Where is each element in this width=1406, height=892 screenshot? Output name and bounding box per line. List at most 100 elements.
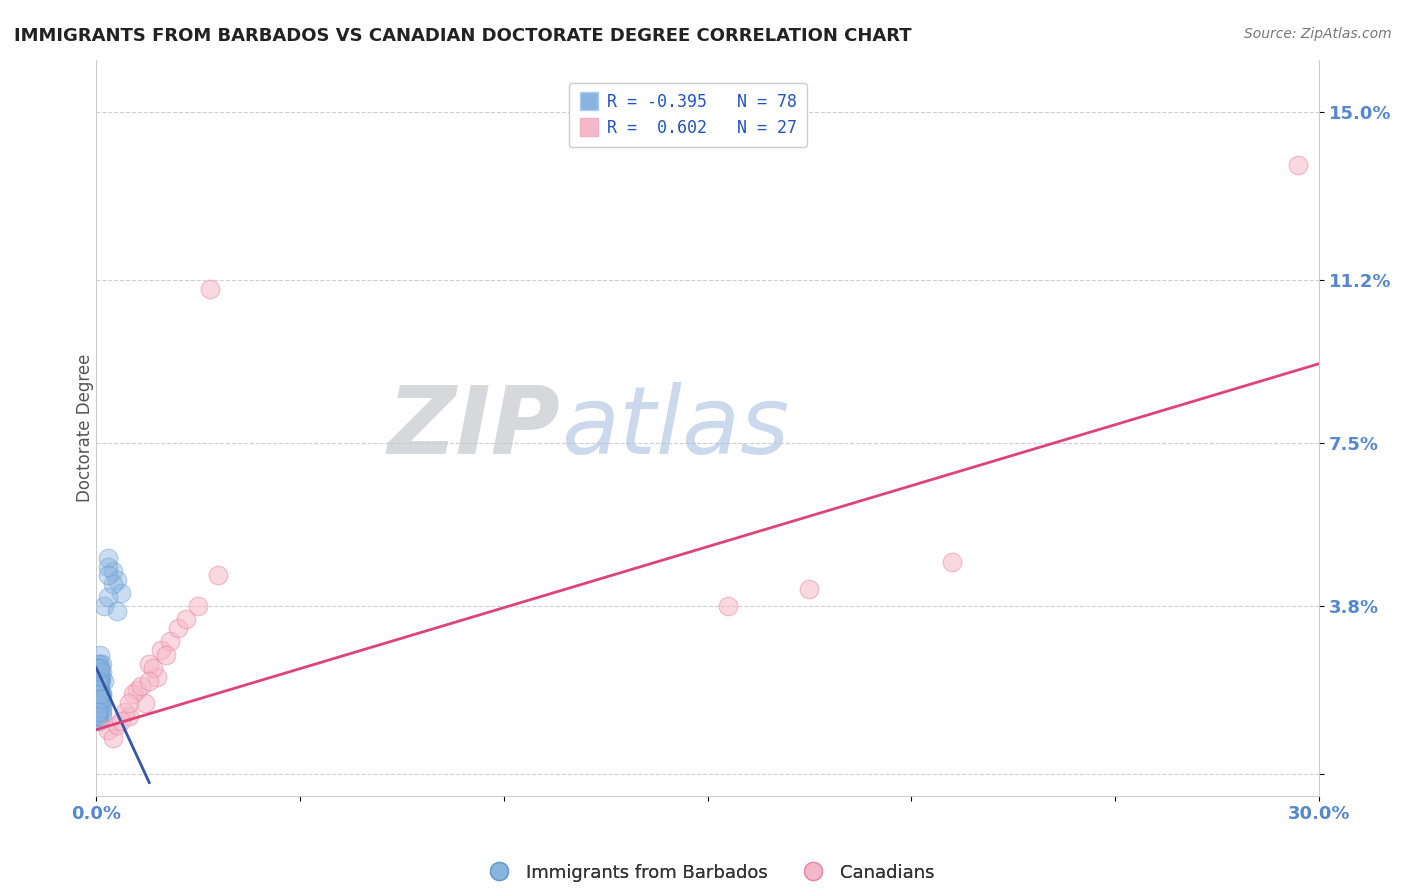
Point [89, 696, 111, 710]
Point [89, 674, 111, 689]
Point [118, 709, 141, 723]
Point [90, 674, 112, 689]
Point [84, 674, 107, 689]
Y-axis label: Doctorate Degree: Doctorate Degree [76, 353, 94, 502]
Point [101, 577, 124, 591]
Point [138, 674, 160, 689]
Point [91, 691, 114, 706]
Point [110, 714, 132, 728]
Point [84, 665, 107, 680]
Point [87, 679, 110, 693]
Point [84, 674, 107, 689]
Point [159, 634, 181, 648]
Point [91, 709, 114, 723]
Point [799, 582, 821, 596]
Point [105, 573, 128, 587]
Point [87, 696, 110, 710]
Text: atlas: atlas [561, 382, 789, 473]
Point [91, 705, 114, 719]
Point [118, 696, 141, 710]
Point [89, 661, 111, 675]
Point [87, 674, 110, 689]
Point [166, 621, 188, 635]
Point [941, 555, 963, 569]
Point [89, 714, 111, 728]
Point [84, 696, 107, 710]
Point [89, 691, 111, 706]
Point [87, 661, 110, 675]
Point [91, 687, 114, 701]
Point [89, 700, 111, 714]
Point [122, 687, 145, 701]
Point [91, 696, 114, 710]
Point [90, 670, 112, 684]
Point [87, 670, 110, 684]
Point [87, 679, 110, 693]
Legend: Immigrants from Barbados, Canadians: Immigrants from Barbados, Canadians [474, 856, 942, 888]
Point [87, 687, 110, 701]
Point [155, 648, 177, 662]
Point [87, 674, 110, 689]
Point [87, 683, 110, 698]
Point [89, 674, 111, 689]
Point [125, 683, 148, 698]
Point [87, 687, 110, 701]
Point [89, 687, 111, 701]
Point [87, 696, 110, 710]
Point [129, 679, 152, 693]
Point [87, 709, 110, 723]
Point [101, 731, 124, 746]
Point [105, 718, 128, 732]
Point [89, 679, 111, 693]
Point [97, 550, 120, 565]
Point [134, 696, 156, 710]
Point [89, 683, 111, 698]
Point [87, 683, 110, 698]
Point [97, 723, 120, 737]
Point [91, 700, 114, 714]
Point [200, 282, 222, 296]
Point [110, 586, 132, 600]
Point [89, 700, 111, 714]
Point [142, 661, 165, 675]
Point [150, 643, 173, 657]
Point [89, 691, 111, 706]
Point [89, 683, 111, 698]
Point [89, 700, 111, 714]
Text: IMMIGRANTS FROM BARBADOS VS CANADIAN DOCTORATE DEGREE CORRELATION CHART: IMMIGRANTS FROM BARBADOS VS CANADIAN DOC… [14, 27, 911, 45]
Point [87, 709, 110, 723]
Point [97, 559, 120, 574]
Point [89, 665, 111, 680]
Point [97, 568, 120, 582]
Point [87, 709, 110, 723]
Point [89, 691, 111, 706]
Point [717, 599, 740, 614]
Point [87, 657, 110, 671]
Point [84, 679, 107, 693]
Point [187, 599, 209, 614]
Point [87, 709, 110, 723]
Point [89, 648, 111, 662]
Point [1286, 158, 1309, 172]
Point [84, 661, 107, 675]
Point [97, 591, 120, 605]
Point [207, 568, 229, 582]
Point [84, 683, 107, 698]
Point [89, 691, 111, 706]
Point [89, 657, 111, 671]
Point [146, 670, 169, 684]
Point [174, 612, 197, 626]
Point [93, 599, 115, 614]
Point [89, 687, 111, 701]
Point [89, 687, 111, 701]
Point [91, 657, 114, 671]
Point [89, 687, 111, 701]
Point [87, 670, 110, 684]
Point [87, 696, 110, 710]
Point [114, 705, 136, 719]
Text: Source: ZipAtlas.com: Source: ZipAtlas.com [1244, 27, 1392, 41]
Point [105, 604, 128, 618]
Point [138, 657, 160, 671]
Point [91, 665, 114, 680]
Point [93, 674, 115, 689]
